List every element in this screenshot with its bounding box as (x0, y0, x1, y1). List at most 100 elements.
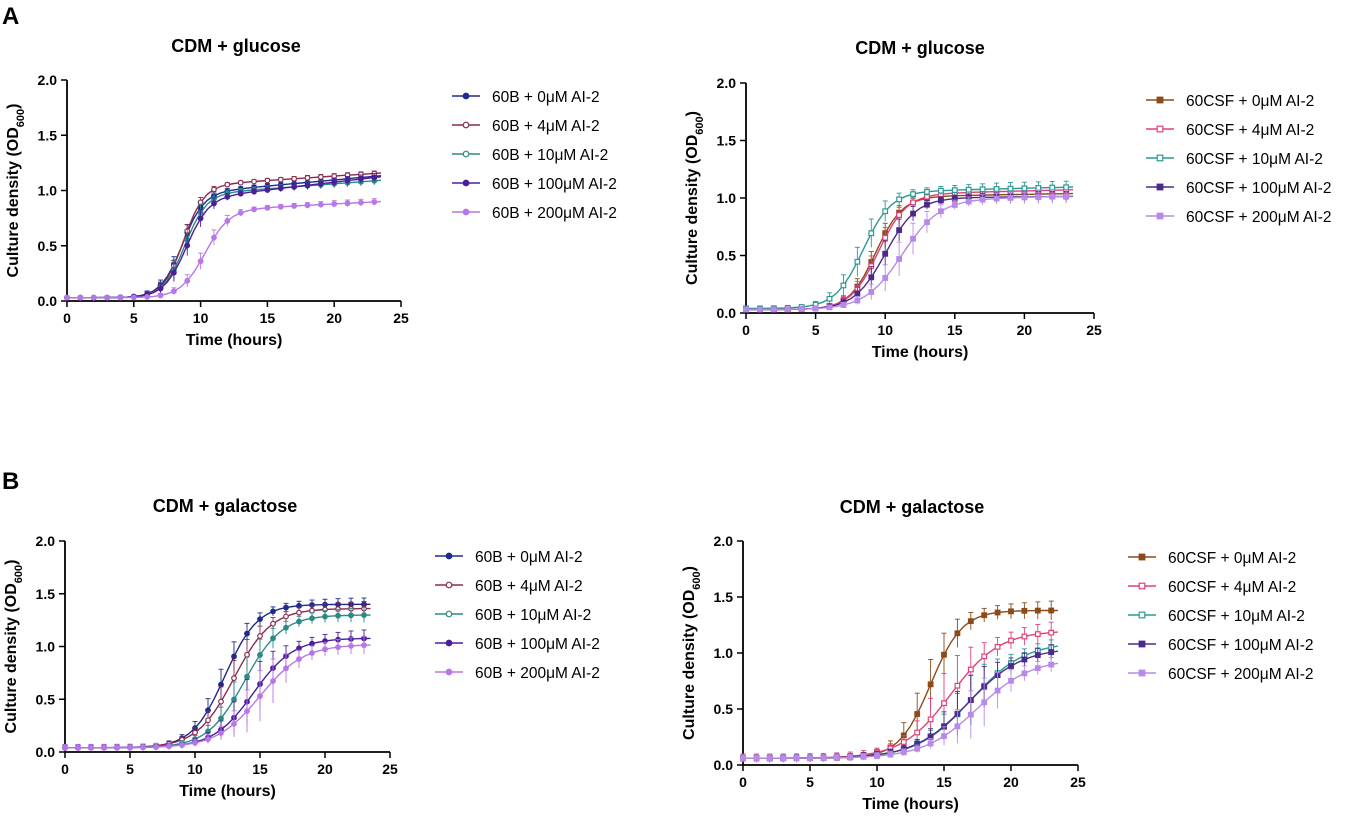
chart-title: CDM + galactose (840, 497, 985, 517)
data-point (251, 178, 257, 185)
data-point (218, 730, 224, 737)
data-point (937, 208, 944, 215)
legend-item: 60CSF + 10μM AI-2 (1146, 151, 1323, 168)
y-tick-label: 0.0 (714, 757, 734, 773)
data-point (291, 175, 298, 182)
data-point (854, 290, 861, 297)
y-tick-label: 1.5 (36, 586, 56, 602)
legend-item: 60B + 10μM AI-2 (435, 607, 591, 624)
data-point (277, 203, 284, 210)
y-tick-label: 1.5 (38, 127, 58, 143)
data-point (967, 618, 974, 625)
data-point (1034, 607, 1041, 614)
legend-item: 60CSF + 10μM AI-2 (1128, 608, 1305, 625)
legend-label: 60CSF + 4μM AI-2 (1168, 579, 1296, 596)
chart-title: CDM + glucose (171, 36, 301, 56)
data-point (1063, 184, 1070, 191)
data-point (1048, 607, 1055, 614)
data-point (348, 643, 354, 649)
x-tick-label: 0 (739, 774, 747, 790)
data-point (90, 294, 97, 301)
data-point (264, 204, 271, 211)
data-point (910, 199, 916, 206)
legend-label: 60B + 200μM AI-2 (492, 205, 617, 222)
data-point (144, 294, 151, 300)
data-point (257, 693, 263, 699)
data-point (244, 708, 250, 715)
data-point (244, 651, 250, 658)
data-point (211, 234, 217, 241)
data-point (868, 289, 875, 295)
data-point (192, 729, 198, 736)
y-tick-label: 1.5 (714, 589, 734, 605)
data-point (994, 687, 1001, 694)
data-point (218, 715, 224, 722)
data-point (283, 604, 289, 611)
data-point (197, 258, 204, 265)
data-point (993, 195, 1000, 202)
data-point (153, 744, 159, 750)
x-tick-label: 0 (61, 761, 69, 777)
y-axis-label-subscript: 600 (694, 116, 706, 134)
data-point (231, 675, 237, 682)
data-point (954, 630, 961, 637)
data-point (914, 745, 921, 752)
x-tick-label: 10 (869, 774, 885, 790)
series-0 (64, 172, 382, 301)
y-tick-label: 0.5 (38, 238, 58, 254)
legend-item: 60CSF + 0μM AI-2 (1146, 93, 1314, 110)
x-tick-label: 5 (126, 761, 134, 777)
data-point (1049, 193, 1056, 200)
data-point (309, 615, 315, 622)
data-point (743, 306, 749, 313)
legend-label: 60CSF + 0μM AI-2 (1186, 93, 1314, 110)
data-point (882, 208, 889, 215)
chart-a-left: CDM + glucose 0 5 10 15 20 25 0.0 0.5 1.0 1.5 2.0 Ti… (5, 36, 617, 349)
legend-item: 60CSF + 100μM AI-2 (1128, 637, 1314, 654)
data-point (793, 755, 800, 762)
data-point (1021, 656, 1028, 663)
data-point (1008, 608, 1014, 615)
data-point (157, 292, 164, 299)
series-line (746, 192, 1074, 311)
data-point (1034, 665, 1041, 672)
y-axis-label-end: ) (681, 566, 698, 571)
data-point (1021, 670, 1028, 677)
legend-marker (1156, 154, 1164, 162)
panel-letter-b: B (2, 468, 19, 495)
x-tick-label: 10 (187, 761, 203, 777)
data-point (927, 716, 934, 723)
data-point (1008, 637, 1014, 644)
data-point (979, 196, 986, 203)
legend-marker (445, 610, 453, 618)
legend-label: 60B + 10μM AI-2 (492, 147, 608, 164)
series-0 (743, 188, 1074, 313)
data-point (1034, 652, 1041, 658)
x-tick-label: 20 (326, 310, 342, 326)
data-point (309, 650, 315, 656)
series-4 (743, 188, 1074, 313)
charts-layer: CDM + glucose 0 5 10 15 20 25 0.0 0.5 1.0 1.5 2.0 Ti… (3, 36, 1332, 813)
data-point (296, 618, 302, 625)
data-point (264, 187, 271, 193)
legend-label: 60CSF + 200μM AI-2 (1186, 209, 1332, 226)
data-point (753, 755, 760, 762)
legend-item: 60B + 100μM AI-2 (435, 636, 600, 653)
x-tick-label: 0 (63, 310, 71, 326)
data-point (277, 185, 284, 192)
y-axis-label-subscript: 600 (691, 571, 703, 589)
data-point (967, 666, 974, 673)
data-point (820, 755, 827, 761)
series-line (67, 200, 382, 299)
legend-item: 60CSF + 4μM AI-2 (1146, 122, 1314, 139)
data-point (184, 242, 191, 249)
legend-marker (445, 668, 453, 676)
legend-item: 60CSF + 200μM AI-2 (1128, 666, 1314, 683)
x-axis-label: Time (hours) (179, 783, 276, 800)
data-point (218, 681, 224, 688)
data-point (967, 711, 974, 718)
legend-marker (462, 121, 470, 129)
data-point (257, 633, 263, 639)
legend-marker (445, 581, 453, 589)
x-tick-label: 20 (1017, 322, 1033, 338)
